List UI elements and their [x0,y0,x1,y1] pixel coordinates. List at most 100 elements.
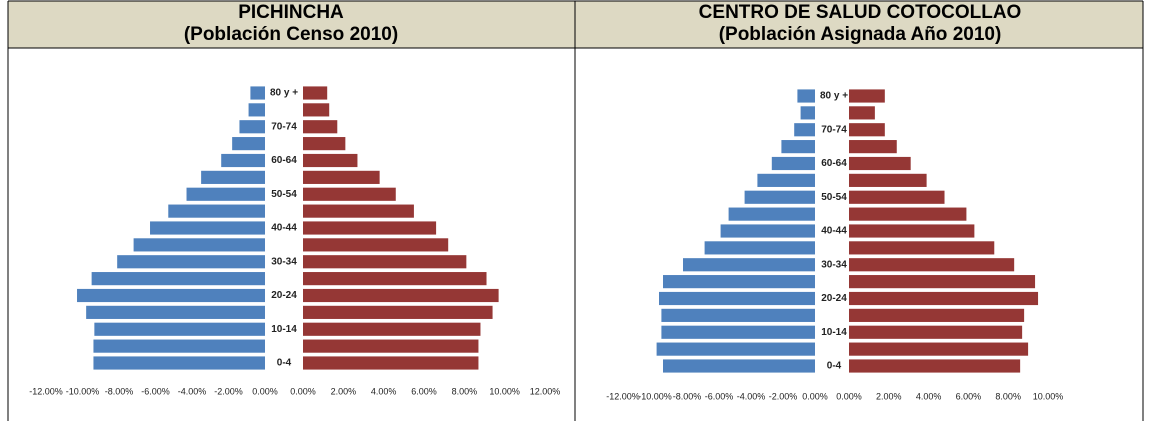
chart-title: PICHINCHA [238,2,344,23]
x-tick-label: -6.00% [141,386,170,396]
category-label: 50-54 [271,189,297,200]
bar [849,224,975,238]
category-label: 0-4 [827,361,842,372]
category-label: 10-14 [271,324,297,335]
x-tick-label: -10.00% [638,391,672,401]
category-label: 40-44 [821,226,847,237]
x2-tick-label: 6.00% [956,391,982,401]
category-label: 80 y + [820,91,848,102]
bar [303,221,437,235]
bar [704,241,815,255]
bar [303,356,479,370]
bar [303,86,328,100]
bar [303,120,338,134]
bar [303,137,346,151]
category-label: 20-24 [271,290,297,301]
x2-tick-label: 2.00% [876,391,902,401]
bar [93,356,265,370]
category-label: 40-44 [271,223,297,234]
bar [849,207,967,221]
bar [663,359,815,373]
category-label: 70-74 [821,124,847,135]
bar [303,103,330,117]
bar [849,123,885,137]
bar [797,89,815,103]
bar [849,291,1039,306]
category-label: 30-34 [271,256,297,267]
x2-tick-label: 0.00% [290,386,316,396]
x2-tick-label: 4.00% [371,386,397,396]
x2-tick-label: 8.00% [452,386,478,396]
bar [849,275,1036,289]
bar [303,255,467,269]
x-tick-label: 0.00% [252,386,278,396]
x2-tick-label: 4.00% [916,391,942,401]
bar [661,325,815,339]
bar [849,359,1021,373]
bar [663,275,815,289]
bar [303,272,487,286]
bar [77,288,266,303]
bar [849,156,911,171]
x-tick-label: -8.00% [673,391,702,401]
category-label: 0-4 [277,358,292,369]
bar [221,153,265,168]
bar [683,258,815,272]
category-label: 60-64 [821,158,847,169]
bar [248,103,265,117]
x2-tick-label: 8.00% [995,391,1021,401]
x2-tick-label: 12.00% [530,386,561,396]
x-tick-label: -12.00% [29,386,63,396]
bar [757,173,815,187]
bar [303,170,380,184]
x2-tick-label: 6.00% [411,386,437,396]
bar [186,187,265,201]
bar [91,272,265,286]
category-label: 20-24 [821,293,847,304]
bar [849,325,1023,339]
x-tick-label: -2.00% [214,386,243,396]
x-tick-label: -10.00% [66,386,100,396]
bar [303,322,481,336]
bar [659,291,815,306]
bar [232,137,265,151]
chart-title: CENTRO DE SALUD COTOCOLLAO [699,2,1022,23]
bar [86,305,266,319]
bar [656,342,815,356]
bar [93,339,265,353]
bar [849,342,1029,356]
x-tick-label: 0.00% [802,391,828,401]
bar [303,153,358,168]
bar [720,224,815,238]
category-label: 70-74 [271,121,297,132]
bar [794,123,815,137]
bar [849,106,875,120]
bar [303,339,479,353]
bar [661,308,815,322]
chart-subtitle: (Población Asignada Año 2010) [719,24,1002,45]
bar [250,86,265,100]
x-tick-label: -12.00% [606,391,640,401]
category-label: 60-64 [271,155,297,166]
x2-tick-label: 10.00% [1033,391,1064,401]
bar [849,140,897,154]
bar [849,190,945,204]
x2-tick-label: 10.00% [489,386,520,396]
bar [201,170,265,184]
x-tick-label: -4.00% [178,386,207,396]
bar [303,305,493,319]
bar [728,207,815,221]
bar [168,204,265,218]
bar [303,187,396,201]
x-tick-label: -2.00% [769,391,798,401]
bar [849,89,885,103]
bar [117,255,265,269]
category-label: 30-34 [821,259,847,270]
bar [94,322,265,336]
bar [303,238,449,252]
chart-subtitle: (Población Censo 2010) [184,24,398,45]
x2-tick-label: 2.00% [331,386,357,396]
bar [303,204,414,218]
